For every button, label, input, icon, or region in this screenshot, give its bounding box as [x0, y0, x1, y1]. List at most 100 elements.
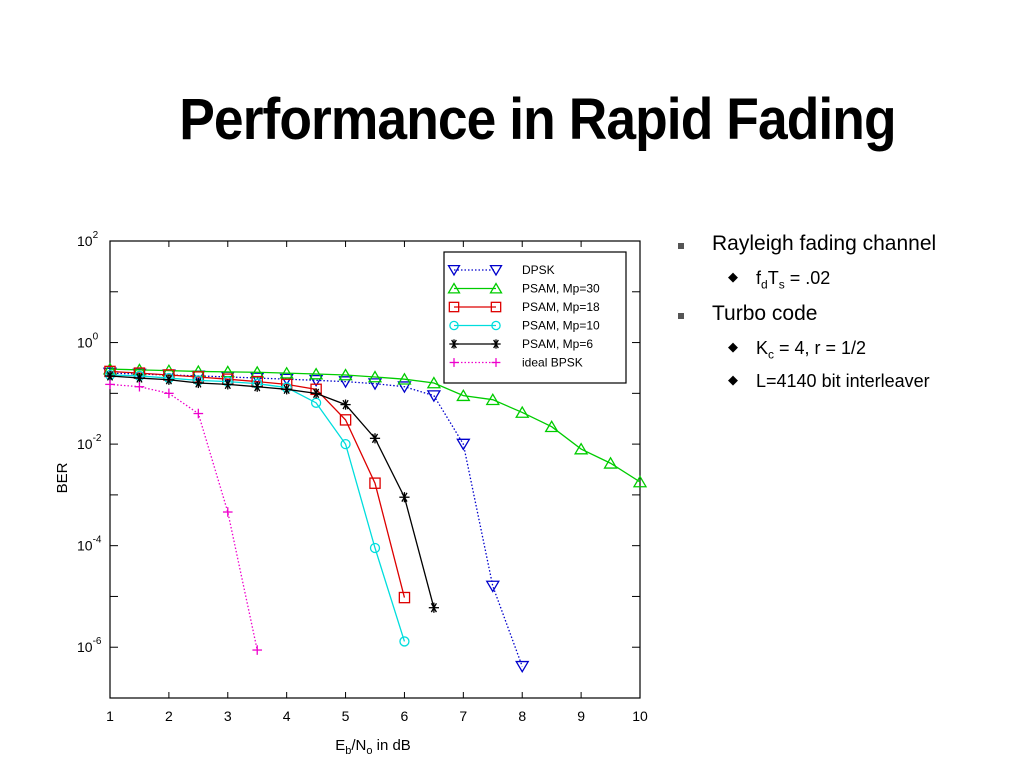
x-tick-label: 9: [577, 708, 585, 724]
legend-entry: PSAM, Mp=6: [449, 337, 593, 351]
legend-entry: PSAM, Mp=30: [447, 282, 600, 296]
marker-star: [369, 433, 381, 444]
marker-triangle-down: [308, 374, 324, 388]
y-tick-label: 102: [77, 230, 99, 249]
marker-triangle-up: [544, 420, 559, 433]
bullet-kc-text: Kc = 4, r = 1/2: [756, 338, 866, 362]
y-tick-base: 10: [77, 538, 93, 554]
marker-square: [398, 591, 411, 604]
marker-triangle-up: [456, 388, 471, 402]
marker-triangle-down: [456, 438, 471, 451]
marker-plus: [449, 358, 459, 367]
x-tick-label: 1: [106, 708, 114, 724]
page-title: Performance in Rapid Fading: [179, 87, 896, 152]
marker-triangle-down: [367, 378, 383, 391]
marker-triangle-up: [308, 367, 324, 380]
marker-square: [490, 301, 502, 313]
square-bullet-icon: [678, 243, 684, 249]
series-5: [105, 379, 263, 655]
kc-base: K: [756, 338, 769, 358]
x-tick-label: 2: [165, 708, 173, 724]
marker-star: [449, 339, 459, 349]
marker-star: [252, 381, 263, 392]
y-tick-exponent: -2: [93, 433, 102, 444]
marker-plus: [105, 379, 115, 390]
marker-triangle-up: [367, 370, 383, 383]
marker-triangle-down: [397, 381, 412, 394]
y-tick-label: 10-2: [77, 433, 102, 452]
series-line: [109, 375, 435, 608]
series-2: [104, 365, 411, 604]
marker-circle: [369, 542, 381, 554]
x-tick-label: 7: [459, 708, 467, 724]
y-tick-label: 100: [77, 332, 99, 351]
marker-circle: [340, 438, 351, 450]
legend-entry: ideal BPSK: [449, 356, 583, 370]
fdts-base2: T: [767, 268, 779, 288]
series-line: [109, 368, 641, 483]
fdts-rest: = .02: [784, 268, 831, 288]
plot-frame: [109, 240, 641, 699]
marker-triangle-up: [397, 372, 412, 385]
x-axis-label: Eb/No in dB: [335, 737, 411, 757]
legend-label: PSAM, Mp=6: [522, 337, 593, 351]
marker-triangle-up: [447, 282, 461, 294]
marker-triangle-up: [573, 442, 589, 455]
x-tick-label: 3: [224, 708, 232, 724]
marker-triangle-down: [489, 264, 503, 277]
fdts-base1: f: [756, 268, 762, 288]
legend-entry: PSAM, Mp=10: [449, 319, 600, 333]
bullet-fdts-text: fdTs = .02: [756, 268, 830, 292]
marker-star: [428, 602, 439, 613]
square-bullet-icon: [678, 313, 684, 319]
marker-triangle-up: [426, 376, 442, 389]
marker-plus: [491, 358, 501, 367]
fdts-sub1: d: [761, 277, 768, 292]
marker-plus: [164, 388, 174, 399]
marker-plus: [134, 381, 145, 392]
x-label-mid: /N: [351, 737, 366, 754]
marker-star: [222, 379, 233, 390]
marker-circle: [491, 320, 501, 331]
marker-star: [281, 384, 292, 395]
x-tick-label: 6: [401, 708, 409, 724]
legend-label: ideal BPSK: [522, 356, 583, 370]
legend-entry: DPSK: [447, 263, 555, 277]
marker-plus: [252, 645, 263, 655]
diamond-bullet-icon: ◆: [728, 339, 738, 354]
legend-label: PSAM, Mp=18: [522, 300, 600, 314]
y-tick-label: 10-6: [77, 636, 102, 655]
series-line: [109, 374, 406, 642]
diamond-bullet-icon: ◆: [728, 372, 738, 387]
marker-triangle-up: [603, 456, 618, 469]
marker-triangle-down: [426, 390, 442, 403]
legend-label: PSAM, Mp=30: [522, 282, 600, 296]
diamond-bullet-icon: ◆: [728, 269, 738, 284]
y-tick-base: 10: [77, 233, 93, 249]
y-tick-exponent: -6: [93, 636, 102, 647]
marker-plus: [222, 507, 233, 517]
x-tick-label: 5: [342, 708, 350, 724]
marker-star: [163, 374, 174, 385]
series-line: [109, 370, 406, 598]
x-tick-label: 8: [518, 708, 526, 724]
marker-square: [339, 414, 352, 426]
series-3: [104, 369, 410, 647]
x-label-sub1: b: [345, 745, 351, 757]
marker-star: [104, 370, 116, 382]
bullet-rayleigh-text: Rayleigh fading channel: [712, 232, 937, 255]
series-0: [102, 367, 530, 674]
x-label-sub2: o: [366, 745, 372, 757]
marker-circle: [449, 320, 459, 331]
marker-plus: [193, 408, 204, 419]
marker-triangle-up: [485, 392, 500, 406]
marker-circle: [399, 636, 410, 647]
y-tick-exponent: -4: [93, 535, 102, 546]
y-tick-base: 10: [77, 335, 93, 351]
series-4: [104, 370, 439, 613]
marker-star: [193, 377, 204, 389]
marker-triangle-down: [447, 264, 461, 277]
kc-sub: c: [768, 347, 775, 362]
marker-square: [369, 477, 381, 489]
